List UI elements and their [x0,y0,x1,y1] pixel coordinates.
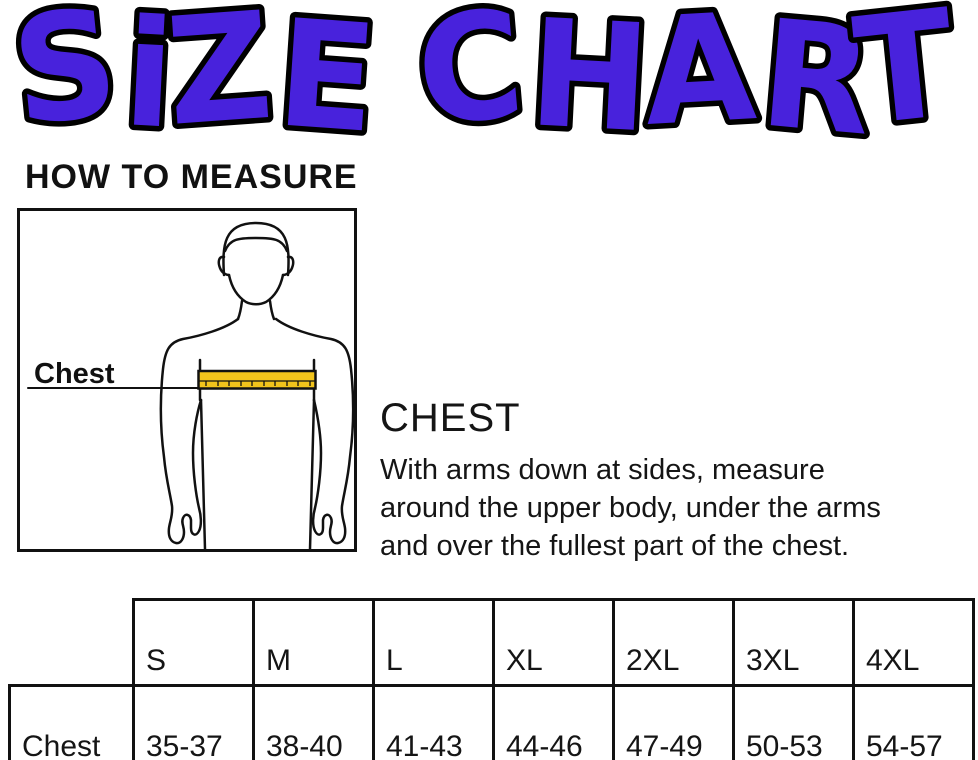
chest-section-heading: CHEST [380,396,521,440]
chest-size-value: 47-49 [612,684,735,760]
chest-size-value: 35-37 [132,684,255,760]
how-to-measure-heading: HOW TO MEASURE [25,158,358,196]
chest-size-value: 38-40 [252,684,375,760]
instruction-line: around the upper body, under the arms [380,492,881,524]
table-corner-cell [10,600,134,686]
neck-right [268,299,276,321]
instruction-line: and over the fullest part of the chest. [380,530,850,562]
tape-measure [197,369,317,390]
right-ear [281,255,295,277]
instruction-line: With arms down at sides, measure [380,454,825,486]
size-table-header-row: S M L XL 2XL 3XL 4XL [10,598,975,687]
chest-size-value: 41-43 [372,684,495,760]
measurement-figure-box: Chest [17,208,357,552]
size-col-header-m: M [252,598,375,687]
size-table-chest-row: Chest 35-37 38-40 41-43 44-46 47-49 50-5… [8,684,975,760]
title-text: SiZE CHART [5,0,962,152]
left-ear [217,255,231,277]
size-col-header-xl: XL [492,598,615,687]
chest-row-label: Chest [8,684,135,760]
torso-right-line [308,398,316,549]
hairline [223,236,289,253]
torso-illustration: Chest [27,221,354,549]
face-outline [227,273,285,306]
tape-band [197,369,317,390]
chest-size-value: 54-57 [852,684,975,760]
size-col-header-3xl: 3XL [732,598,855,687]
neck-left [236,299,244,321]
hair-outline [222,221,290,277]
size-chart-title: SiZE CHART [0,0,968,152]
chest-size-value: 50-53 [732,684,855,760]
size-table: S M L XL 2XL 3XL 4XL Chest 35-37 38-40 4… [8,598,975,760]
tape-ticks [205,381,311,386]
torso-left-line [199,398,207,549]
left-arm-outline [159,317,240,545]
chest-size-value: 44-46 [492,684,615,760]
chest-instructions: With arms down at sides, measure around … [380,451,881,565]
size-col-header-2xl: 2XL [612,598,735,687]
size-col-header-l: L [372,598,495,687]
size-col-header-4xl: 4XL [852,598,975,687]
size-col-header-s: S [132,598,255,687]
right-arm-outline [274,317,354,545]
chest-figure-label: Chest [34,358,115,390]
